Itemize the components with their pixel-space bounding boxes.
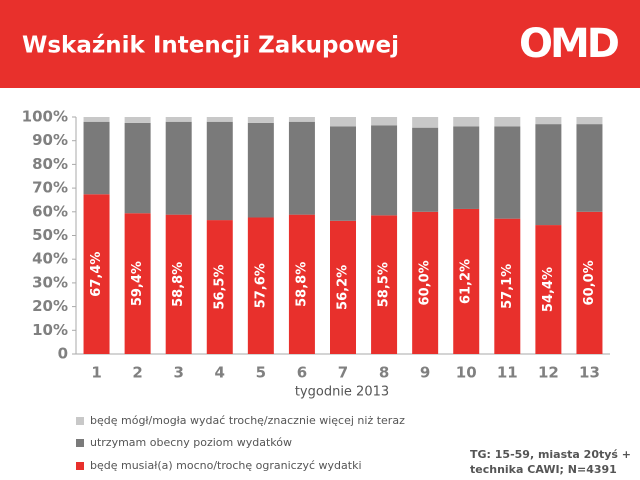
y-tick-label: 90% <box>32 131 68 149</box>
x-tick-label: 5 <box>256 364 266 382</box>
bar-segment <box>206 117 233 122</box>
x-tick-label: 13 <box>579 364 600 382</box>
bar-segment <box>330 117 356 127</box>
y-tick-label: 40% <box>32 250 68 268</box>
bar-segment <box>83 121 110 195</box>
legend-swatch <box>76 439 84 447</box>
bar-segment <box>535 117 562 125</box>
bar-segment <box>288 214 315 354</box>
bar-segment <box>165 121 192 215</box>
y-tick-label: 0 <box>58 345 68 363</box>
bar-segment <box>371 117 398 126</box>
bar-segment <box>247 117 274 123</box>
value-label: 61,2% <box>459 259 474 304</box>
bar-segment <box>247 217 274 354</box>
bar-segment <box>330 220 356 354</box>
x-tick-label: 6 <box>297 364 307 382</box>
value-label: 54,4% <box>541 267 556 312</box>
x-tick-label: 8 <box>379 364 389 382</box>
x-tick-label: 7 <box>338 364 348 382</box>
x-tick-label: 9 <box>420 364 430 382</box>
legend-label: będę musiał(a) mocno/trochę ograniczyć w… <box>90 459 362 472</box>
bar-segment <box>165 214 192 354</box>
value-label: 57,6% <box>253 263 268 308</box>
bar-segment <box>288 121 315 215</box>
bar-segment <box>83 194 110 354</box>
x-axis-title: tygodnie 2013 <box>295 385 389 400</box>
bar-segment <box>494 117 521 127</box>
y-tick-label: 10% <box>32 321 68 339</box>
bar-segment <box>535 225 562 354</box>
x-tick-label: 12 <box>538 364 559 382</box>
bar-segment <box>453 208 480 354</box>
bar-segment <box>288 117 315 122</box>
bar-segment <box>453 117 480 127</box>
note: TG: 15-59, miasta 20tyś + <box>470 448 631 461</box>
value-label: 58,8% <box>294 262 309 307</box>
value-label: 58,8% <box>171 262 186 307</box>
bar-segment <box>206 121 233 221</box>
bar-segment <box>371 125 398 216</box>
value-label: 58,5% <box>377 262 392 307</box>
value-label: 60,0% <box>418 260 433 305</box>
legend-swatch <box>76 462 84 470</box>
bar-segment <box>576 211 603 354</box>
y-tick-label: 20% <box>32 297 68 315</box>
chart-title: Wskaźnik Intencji Zakupowej <box>22 33 399 59</box>
y-tick-label: 50% <box>32 226 68 244</box>
bar-segment <box>247 122 274 218</box>
value-label: 56,2% <box>336 265 351 310</box>
bar-segment <box>576 124 603 212</box>
bar-segment <box>206 220 233 354</box>
y-tick-label: 70% <box>32 179 68 197</box>
bar-segment <box>371 215 398 354</box>
bar-segment <box>494 126 521 219</box>
bar-segment <box>83 117 110 122</box>
bar-segment <box>124 122 151 214</box>
x-tick-label: 2 <box>132 364 142 382</box>
y-tick-label: 80% <box>32 155 68 173</box>
value-label: 59,4% <box>130 261 145 306</box>
bar-segment <box>124 117 151 123</box>
legend-label: będę mógł/mogła wydać trochę/znacznie wi… <box>90 414 405 427</box>
bar-segment <box>576 117 603 125</box>
y-tick-label: 60% <box>32 202 68 220</box>
bar-segment <box>412 127 439 212</box>
x-tick-label: 11 <box>497 364 518 382</box>
bar-segment <box>494 218 521 354</box>
legend-label: utrzymam obecny poziom wydatków <box>90 436 292 449</box>
header-band <box>0 0 640 88</box>
bar-segment <box>165 117 192 122</box>
y-tick-label: 30% <box>32 273 68 291</box>
y-tick-label: 100% <box>22 108 68 126</box>
note: technika CAWI; N=4391 <box>470 463 617 476</box>
bar-segment <box>453 126 480 209</box>
x-tick-label: 10 <box>456 364 477 382</box>
bar-segment <box>124 213 151 354</box>
logo: OMD <box>519 21 619 67</box>
value-label: 60,0% <box>582 260 597 305</box>
legend-swatch <box>76 417 84 425</box>
x-tick-label: 3 <box>173 364 183 382</box>
x-tick-label: 4 <box>215 364 225 382</box>
bar-segment <box>412 211 439 354</box>
value-label: 67,4% <box>89 252 104 297</box>
value-label: 57,1% <box>500 264 515 309</box>
bar-segment <box>330 126 356 221</box>
bar-segment <box>535 124 562 226</box>
x-tick-label: 1 <box>91 364 101 382</box>
value-label: 56,5% <box>212 264 227 309</box>
bar-segment <box>412 117 439 128</box>
